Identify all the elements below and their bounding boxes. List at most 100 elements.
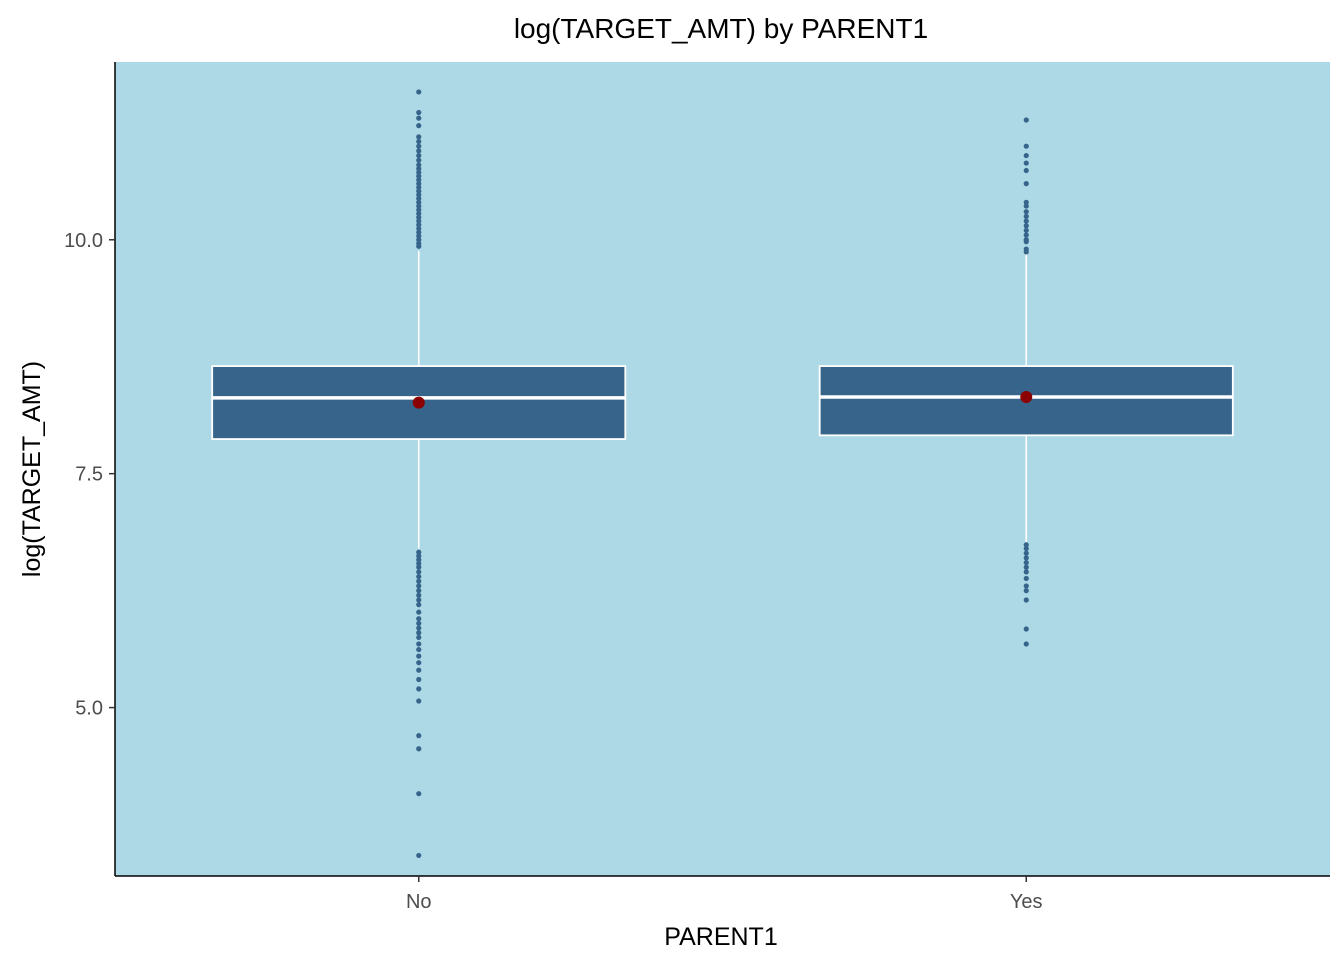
outlier-point-no xyxy=(416,177,422,183)
outlier-point-no xyxy=(416,573,422,580)
outlier-point-yes xyxy=(1023,167,1029,174)
x-axis-title: PARENT1 xyxy=(664,923,777,951)
outlier-point-no xyxy=(416,222,422,228)
outlier-point-yes xyxy=(1023,597,1029,603)
mean-point-yes xyxy=(1020,390,1033,403)
outlier-point-yes xyxy=(1023,117,1029,123)
outlier-point-no xyxy=(416,646,422,653)
outlier-point-yes xyxy=(1023,209,1029,215)
outlier-point-no xyxy=(416,667,422,673)
outlier-point-no xyxy=(416,686,422,692)
outlier-point-yes xyxy=(1023,239,1029,245)
outlier-point-no xyxy=(416,148,422,154)
outlier-point-no xyxy=(416,553,422,559)
outlier-point-no xyxy=(416,588,422,594)
outlier-point-no xyxy=(416,134,422,140)
y-tick-label: 5.0 xyxy=(75,698,103,720)
outlier-point-no xyxy=(416,630,422,636)
outlier-point-no xyxy=(416,233,422,239)
outlier-point-no xyxy=(416,592,422,598)
outlier-point-no xyxy=(416,733,422,739)
outlier-point-no xyxy=(416,583,422,589)
outlier-point-no xyxy=(416,625,422,631)
outlier-point-no xyxy=(416,162,422,168)
outlier-point-yes xyxy=(1023,559,1029,566)
y-tick-label: 7.5 xyxy=(75,464,103,486)
outlier-point-no xyxy=(416,173,422,179)
outlier-point-no xyxy=(416,152,422,159)
x-tick-label-no: No xyxy=(406,891,432,913)
outlier-point-no xyxy=(416,207,422,213)
box-group-no xyxy=(211,89,627,859)
outlier-point-no xyxy=(416,138,422,145)
outlier-point-yes xyxy=(1023,199,1029,205)
outlier-point-yes xyxy=(1023,213,1029,219)
outlier-point-no xyxy=(416,123,422,129)
outlier-point-no xyxy=(416,229,422,235)
outlier-point-yes xyxy=(1023,542,1029,548)
outlier-point-yes xyxy=(1023,218,1029,224)
outlier-point-yes xyxy=(1023,223,1029,229)
outlier-point-no xyxy=(416,181,422,187)
y-axis-ticks: 5.0 7.5 10.0 xyxy=(64,230,115,720)
outlier-point-no xyxy=(416,609,422,615)
outlier-point-no xyxy=(416,237,422,243)
plot-panel xyxy=(115,62,1330,876)
outlier-point-yes xyxy=(1023,569,1029,575)
outlier-point-no xyxy=(416,698,422,704)
outlier-point-no xyxy=(416,620,422,626)
outlier-point-no xyxy=(416,597,422,603)
outlier-point-yes xyxy=(1023,575,1029,582)
outlier-point-yes xyxy=(1023,203,1029,209)
outlier-point-no xyxy=(416,218,422,224)
outlier-point-no xyxy=(416,109,422,116)
outlier-point-yes xyxy=(1023,143,1029,149)
outlier-point-no xyxy=(416,225,422,232)
outlier-point-no xyxy=(416,641,422,647)
outlier-point-no xyxy=(416,166,422,172)
outlier-point-yes xyxy=(1023,545,1029,552)
outlier-point-yes xyxy=(1023,588,1029,594)
outlier-point-no xyxy=(416,578,422,584)
outlier-point-no xyxy=(416,616,422,622)
outlier-point-yes xyxy=(1023,249,1029,255)
outlier-point-no xyxy=(416,569,422,575)
outlier-point-yes xyxy=(1023,181,1029,187)
outlier-point-yes xyxy=(1023,564,1029,570)
chart-title: log(TARGET_AMT) by PARENT1 xyxy=(514,13,928,44)
outlier-point-no xyxy=(416,203,422,209)
outlier-point-no xyxy=(416,564,422,570)
outlier-point-no xyxy=(416,660,422,666)
outlier-point-yes xyxy=(1023,227,1029,234)
outlier-point-no xyxy=(416,549,422,555)
mean-point-no xyxy=(412,396,425,409)
outlier-point-no xyxy=(416,196,422,202)
y-axis-title: log(TARGET_AMT) xyxy=(18,361,46,577)
chart-marks xyxy=(211,89,1234,859)
outlier-point-no xyxy=(416,653,422,659)
outlier-point-yes xyxy=(1023,152,1029,159)
outlier-point-no xyxy=(416,157,422,163)
x-tick-label-yes: Yes xyxy=(1010,891,1043,913)
outlier-point-no xyxy=(416,676,422,683)
outlier-point-no xyxy=(416,602,422,608)
outlier-point-yes xyxy=(1023,232,1029,238)
outlier-point-no xyxy=(416,243,422,249)
outlier-point-yes xyxy=(1023,160,1029,166)
outlier-point-no xyxy=(416,199,422,205)
outlier-point-no xyxy=(416,115,422,121)
outlier-point-no xyxy=(416,852,422,859)
outlier-point-yes xyxy=(1023,583,1029,589)
outlier-point-no xyxy=(416,210,422,217)
outlier-point-no xyxy=(416,634,422,641)
outlier-point-no xyxy=(416,188,422,194)
outlier-point-no xyxy=(416,560,422,567)
outlier-point-no xyxy=(416,557,422,563)
outlier-point-yes xyxy=(1023,555,1029,561)
outlier-point-no xyxy=(416,192,422,198)
outlier-point-no xyxy=(416,184,422,190)
outlier-point-no xyxy=(416,89,422,95)
outlier-point-yes xyxy=(1023,641,1029,647)
outlier-point-yes xyxy=(1023,550,1029,556)
